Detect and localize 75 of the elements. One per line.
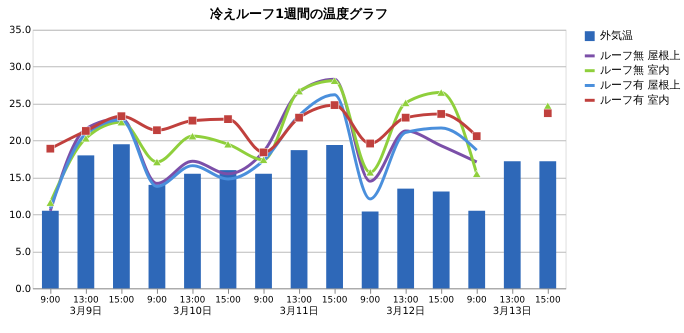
point xyxy=(224,114,232,124)
x-tick-label: 9:00 xyxy=(360,296,380,306)
point xyxy=(330,76,339,85)
bar xyxy=(220,170,236,288)
y-tick-label: 5.0 xyxy=(15,246,32,258)
legend-label: ルーフ有 屋根上 xyxy=(600,78,681,92)
point xyxy=(294,87,304,95)
legend-label: 外気温 xyxy=(600,29,634,42)
bar xyxy=(255,174,272,288)
point xyxy=(472,170,482,178)
x-tick-label: 15:00 xyxy=(428,296,454,306)
text: 3月9日 xyxy=(70,306,102,317)
bar xyxy=(539,161,556,288)
point xyxy=(436,88,446,96)
point xyxy=(224,140,232,148)
text: 3月12日 xyxy=(386,306,426,317)
x-tick-label: 13:00 xyxy=(286,296,312,306)
x-tick-label: 9:00 xyxy=(466,296,488,306)
text: 3月11日 xyxy=(280,306,318,317)
bar xyxy=(468,210,486,288)
point xyxy=(366,139,375,148)
point xyxy=(401,99,410,107)
point xyxy=(46,144,55,154)
y-tick-label: 15.0 xyxy=(9,172,32,184)
point xyxy=(294,113,304,122)
point xyxy=(152,158,162,166)
y-tick-label: 35.0 xyxy=(9,25,32,36)
point xyxy=(46,198,55,206)
point xyxy=(81,126,90,136)
point xyxy=(330,100,339,110)
x-tick-label: 13:00 xyxy=(392,296,419,306)
x-tick-label: 15:00 xyxy=(215,296,242,306)
y-tick-label: 0.0 xyxy=(15,284,32,295)
point xyxy=(117,112,126,121)
x-tick-label: 15:00 xyxy=(535,296,561,306)
bar xyxy=(77,155,94,288)
bar xyxy=(397,188,414,288)
x-tick-label: 13:00 xyxy=(73,296,100,306)
point xyxy=(188,132,197,140)
y-tick-label: 10.0 xyxy=(9,210,32,221)
point xyxy=(472,132,482,140)
text: 3月13日 xyxy=(492,306,532,317)
x-tick-label: 13:00 xyxy=(180,296,206,306)
legend-label: ルーフ無 室内 xyxy=(600,64,670,77)
legend-label: ルーフ有 室内 xyxy=(600,93,670,106)
bar xyxy=(113,144,130,288)
point xyxy=(152,126,162,135)
x-tick-label: 15:00 xyxy=(322,296,348,306)
point xyxy=(259,148,268,157)
legend-label: ルーフ無 屋根上 xyxy=(600,48,681,62)
y-tick-label: 25.0 xyxy=(9,99,32,110)
bar xyxy=(290,150,308,288)
x-tick-label: 15:00 xyxy=(108,296,135,306)
point xyxy=(543,108,552,118)
text: 3月10日 xyxy=(173,306,212,317)
point xyxy=(401,113,410,122)
x-tick-label: 9:00 xyxy=(40,296,61,306)
y-tick-label: 30.0 xyxy=(9,62,32,74)
bar xyxy=(148,184,166,288)
bar xyxy=(504,161,521,288)
bar xyxy=(42,210,59,288)
bar xyxy=(432,192,450,288)
point xyxy=(81,134,90,142)
x-tick-label: 13:00 xyxy=(499,296,526,306)
point xyxy=(259,156,268,164)
point xyxy=(188,116,197,125)
point xyxy=(436,110,446,118)
y-tick-label: 20.0 xyxy=(9,136,32,148)
x-tick-label: 9:00 xyxy=(254,296,274,306)
bar xyxy=(184,174,201,288)
bar xyxy=(326,144,343,288)
x-tick-label: 9:00 xyxy=(146,296,168,306)
point xyxy=(366,168,375,176)
bar xyxy=(362,211,379,288)
chart-title: 冷えルーフ1週間の温度グラフ xyxy=(210,6,388,22)
